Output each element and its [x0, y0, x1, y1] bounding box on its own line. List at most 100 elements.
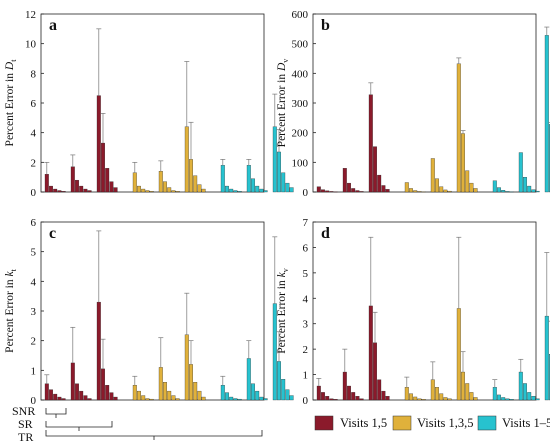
bar	[447, 398, 452, 401]
bar	[523, 383, 527, 401]
bar	[381, 185, 386, 193]
bar	[105, 385, 110, 401]
bar	[465, 383, 470, 401]
y-tick-label: 0	[31, 395, 37, 407]
bar	[96, 301, 101, 401]
bar	[413, 396, 418, 401]
legend-swatch-visits-1-5	[314, 415, 334, 431]
y-tick-label: 4	[31, 128, 37, 140]
bar	[175, 191, 180, 193]
bar	[251, 178, 255, 193]
bar	[53, 393, 58, 401]
bar	[501, 397, 506, 401]
bar	[193, 382, 198, 401]
bar	[321, 189, 325, 193]
bar	[263, 398, 268, 401]
bar	[368, 305, 373, 401]
y-tick-label: 3	[303, 319, 309, 331]
y-tick-label: 6	[303, 242, 309, 254]
bar	[113, 396, 118, 401]
bar	[113, 187, 118, 193]
bar	[246, 358, 251, 401]
bar	[158, 367, 163, 401]
y-axis-label: Percent Error in Dt	[4, 59, 18, 147]
legend-swatch-visits-1-3-5	[392, 415, 412, 431]
parameter-brackets	[45, 408, 263, 440]
bar	[505, 398, 510, 401]
bar	[101, 368, 105, 401]
bar	[197, 184, 202, 193]
y-tick-label: 6	[31, 217, 37, 229]
bar	[171, 395, 176, 401]
bar	[447, 190, 452, 193]
bar	[509, 399, 514, 401]
bar	[435, 387, 439, 401]
bar	[316, 385, 321, 401]
bar	[473, 397, 478, 401]
y-tick-label: 3	[31, 306, 37, 318]
bar	[413, 190, 418, 193]
bar	[329, 398, 334, 401]
bar	[137, 185, 141, 193]
bar	[201, 188, 206, 193]
bar	[79, 390, 84, 401]
bar	[421, 191, 426, 193]
snr-bracket	[45, 408, 67, 418]
bar	[259, 396, 264, 401]
bar	[325, 396, 330, 401]
bar	[373, 146, 377, 193]
bar	[385, 189, 390, 193]
bar	[373, 342, 377, 401]
y-tick-label: 8	[31, 68, 37, 80]
bar	[233, 398, 238, 401]
bar	[225, 392, 229, 401]
bar	[523, 177, 527, 193]
bar	[167, 187, 172, 193]
panel-label: c	[49, 225, 56, 242]
bar	[355, 396, 360, 401]
bar	[351, 392, 356, 401]
legend: Visits 1,5 Visits 1,3,5 Visits 1–5	[314, 415, 550, 431]
bar	[109, 181, 114, 193]
bar	[225, 185, 229, 193]
bar	[53, 188, 58, 193]
bar	[255, 185, 260, 193]
bar	[263, 190, 268, 193]
bar	[430, 379, 435, 401]
bar	[145, 190, 150, 193]
y-axis-label: Percent Error in Dv	[276, 59, 290, 148]
bar	[527, 185, 532, 193]
bar	[409, 393, 413, 401]
bar	[461, 133, 465, 193]
bar	[87, 398, 92, 401]
y-tick-label: 300	[292, 98, 309, 110]
bar	[417, 398, 422, 401]
bar	[404, 387, 409, 401]
bar	[321, 392, 325, 401]
bar	[149, 191, 154, 193]
y-tick-label: 0	[31, 187, 37, 199]
panel-d: 0 1 2 3 4 5 6 7d Percent Error in kv	[276, 217, 550, 407]
bar	[109, 392, 114, 401]
bar	[145, 398, 150, 401]
y-tick-label: 5	[303, 268, 309, 280]
bar	[289, 395, 294, 401]
bar	[277, 151, 281, 193]
y-tick-label: 0	[303, 187, 309, 199]
bar	[163, 382, 167, 401]
panel-label: b	[321, 17, 330, 34]
y-tick-label: 100	[292, 157, 309, 169]
panel-c: 0 1 2 3 4 5 6c Percent Error in kt	[4, 217, 294, 407]
bar	[342, 168, 347, 193]
bar	[246, 165, 251, 193]
y-tick-label: 4	[303, 293, 309, 305]
y-tick-label: 1	[31, 365, 37, 377]
bar	[461, 371, 465, 401]
sr-bracket	[45, 421, 113, 431]
bar	[201, 396, 206, 401]
plot-frame	[312, 13, 537, 193]
bar	[497, 187, 501, 193]
bar	[237, 398, 242, 401]
bar	[61, 191, 66, 193]
bar	[443, 397, 448, 401]
